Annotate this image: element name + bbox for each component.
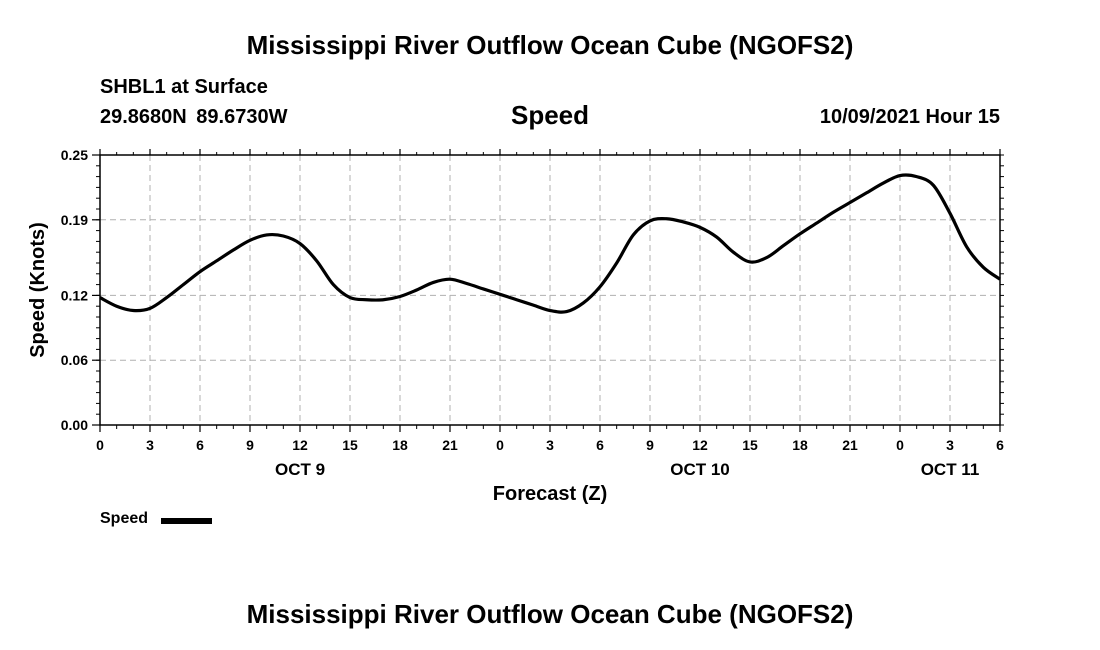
x-tick-label: 6 (596, 437, 604, 453)
variable-title: Speed (510, 100, 590, 130)
y-tick-label: 0.19 (61, 212, 88, 228)
x-tick-label: 6 (196, 437, 204, 453)
date-label: OCT 10 (670, 460, 730, 479)
legend-label: Speed (100, 510, 149, 527)
x-axis-label: Forecast (Z) (493, 483, 607, 505)
y-tick-label: 0.25 (61, 147, 88, 163)
date-label: OCT 9 (275, 460, 325, 479)
x-tick-label: 15 (742, 437, 758, 453)
y-tick-label: 0.00 (61, 417, 88, 433)
y-tick-label: 0.12 (61, 287, 88, 303)
series (99, 173, 1001, 314)
x-tick-label: 18 (392, 437, 408, 453)
x-tick-label: 3 (946, 437, 954, 453)
x-tick-label: 3 (546, 437, 554, 453)
speed-series-line (99, 173, 1001, 314)
x-tick-label: 21 (442, 437, 458, 453)
x-tick-label: 0 (96, 437, 104, 453)
chart-title-top: Mississippi River Outflow Ocean Cube (NG… (246, 30, 854, 60)
y-axis-label: Speed (Knots) (27, 222, 49, 358)
grid (100, 155, 1000, 425)
datetime-label: 10/09/2021 Hour 15 (819, 106, 1000, 128)
x-tick-label: 15 (342, 437, 358, 453)
x-tick-label: 0 (896, 437, 904, 453)
x-tick-label: 12 (292, 437, 308, 453)
x-tick-label: 18 (792, 437, 808, 453)
x-axis-ticks: 0 3 6 9 12 15 18 21 0 3 6 9 12 15 18 21 0 3 6 (96, 149, 1004, 453)
station-label: SHBL1 at Surface (100, 76, 268, 98)
x-tick-label: 9 (646, 437, 654, 453)
x-tick-label: 21 (842, 437, 858, 453)
legend-swatch (161, 518, 212, 524)
y-tick-label: 0.06 (61, 352, 88, 368)
date-label: OCT 11 (921, 460, 980, 479)
coordinates-label: 29.8680N 89.6730W (100, 106, 288, 128)
x-tick-label: 6 (996, 437, 1004, 453)
y-axis-ticks: 0.00 0.06 0.12 0.19 0.25 (61, 147, 100, 433)
x-tick-label: 0 (496, 437, 504, 453)
chart-title-bottom: Mississippi River Outflow Ocean Cube (NG… (246, 599, 854, 629)
x-tick-label: 9 (246, 437, 254, 453)
x-tick-label: 3 (146, 437, 154, 453)
date-labels: OCT 9 OCT 10 OCT 11 (275, 460, 979, 479)
x-tick-label: 12 (692, 437, 708, 453)
